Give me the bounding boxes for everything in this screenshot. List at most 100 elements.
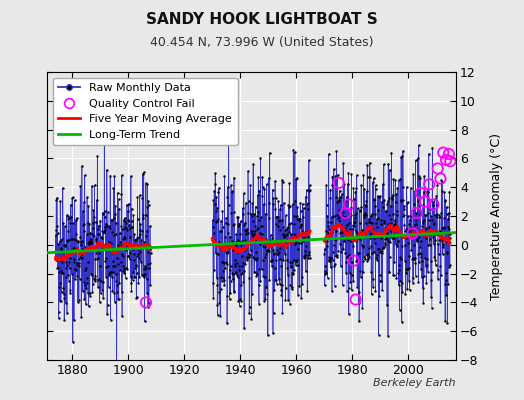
Point: [395, 282, 403, 288]
Point: [413, 236, 421, 242]
Point: [259, 243, 268, 250]
Point: [248, 254, 257, 260]
Point: [356, 234, 365, 240]
Point: [66, 265, 74, 271]
Point: [388, 196, 396, 202]
Point: [242, 231, 250, 237]
Point: [243, 226, 252, 232]
Point: [352, 184, 361, 191]
Point: [305, 186, 314, 193]
Point: [217, 218, 225, 224]
Point: [220, 260, 228, 266]
Point: [351, 212, 359, 218]
Point: [393, 185, 401, 191]
Point: [440, 189, 449, 195]
Point: [230, 288, 238, 294]
Point: [363, 188, 371, 195]
Point: [335, 180, 343, 186]
Point: [219, 275, 227, 281]
Point: [330, 213, 338, 219]
Point: [370, 196, 378, 202]
Point: [435, 228, 443, 235]
Point: [340, 226, 348, 233]
Point: [89, 281, 97, 287]
Point: [359, 268, 367, 275]
Point: [391, 217, 400, 223]
Point: [250, 237, 259, 243]
Point: [372, 186, 380, 192]
Point: [255, 300, 263, 307]
Point: [271, 194, 280, 201]
Point: [422, 280, 430, 286]
Point: [430, 219, 439, 226]
Point: [346, 254, 354, 260]
Point: [99, 210, 107, 217]
Point: [358, 304, 366, 311]
Point: [101, 224, 110, 230]
Point: [111, 210, 119, 217]
Point: [403, 199, 412, 206]
Point: [390, 222, 398, 228]
Point: [380, 225, 389, 231]
Point: [362, 198, 370, 204]
Point: [232, 231, 241, 237]
Point: [70, 236, 79, 242]
Point: [130, 274, 139, 280]
Point: [121, 215, 129, 221]
Point: [395, 266, 403, 273]
Point: [86, 229, 94, 236]
Point: [104, 263, 112, 269]
Point: [427, 294, 435, 300]
Point: [215, 300, 224, 306]
Point: [90, 182, 99, 188]
Point: [124, 217, 133, 223]
Point: [73, 262, 82, 268]
Point: [296, 218, 304, 224]
Point: [84, 303, 93, 310]
Point: [72, 245, 81, 251]
Point: [122, 274, 130, 281]
Point: [283, 272, 292, 278]
Point: [379, 244, 388, 250]
Point: [282, 244, 290, 250]
Point: [60, 242, 68, 248]
Point: [213, 282, 222, 288]
Point: [227, 189, 236, 196]
Point: [71, 266, 79, 272]
Point: [89, 224, 97, 231]
Point: [416, 173, 424, 180]
Point: [84, 202, 93, 209]
Point: [269, 330, 277, 336]
Point: [99, 294, 107, 301]
Point: [363, 258, 372, 264]
Point: [383, 201, 391, 208]
Point: [136, 231, 145, 238]
Point: [335, 195, 344, 201]
Point: [392, 199, 400, 205]
Point: [418, 230, 426, 236]
Point: [224, 221, 232, 227]
Point: [411, 260, 420, 267]
Point: [332, 228, 340, 234]
Point: [61, 253, 70, 259]
Point: [214, 189, 223, 196]
Point: [91, 256, 99, 262]
Point: [405, 228, 413, 234]
Point: [288, 269, 296, 276]
Point: [124, 208, 132, 214]
Point: [248, 290, 256, 297]
Point: [357, 274, 365, 280]
Point: [249, 233, 258, 240]
Point: [211, 170, 220, 176]
Point: [88, 183, 96, 189]
Point: [80, 296, 89, 302]
Point: [77, 250, 85, 257]
Point: [74, 238, 82, 244]
Point: [260, 254, 269, 260]
Point: [227, 182, 235, 188]
Point: [229, 270, 237, 277]
Point: [271, 178, 279, 184]
Point: [349, 222, 357, 229]
Point: [52, 257, 61, 264]
Point: [417, 266, 425, 272]
